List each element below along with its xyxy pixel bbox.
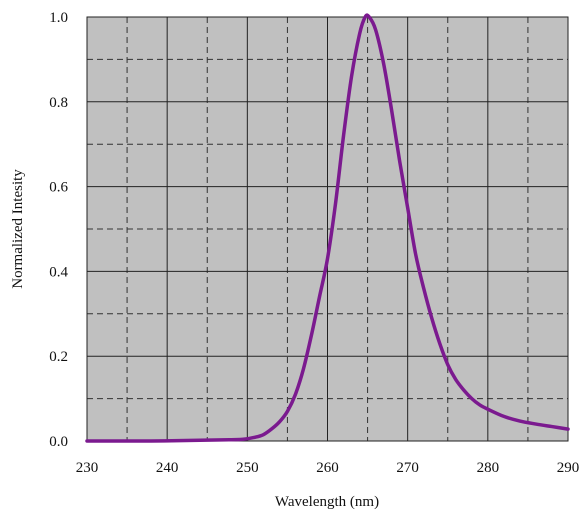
x-tick-label: 260 [316, 460, 339, 476]
x-tick-label: 290 [557, 460, 580, 476]
x-tick-label: 280 [477, 460, 500, 476]
x-tick-label: 240 [156, 460, 179, 476]
x-tick-label: 230 [76, 460, 99, 476]
y-tick-label: 0.6 [49, 180, 68, 196]
plot-border [86, 16, 569, 442]
y-tick-label: 0.4 [49, 264, 68, 280]
x-tick-label: 250 [236, 460, 259, 476]
series-line-0 [85, 13, 570, 443]
y-tick-label: 1.0 [49, 10, 68, 26]
y-tick-label: 0.8 [49, 95, 68, 111]
y-tick-label: 0.2 [49, 349, 68, 365]
y-axis-title: Normalized Intesity [10, 169, 26, 289]
x-tick-label: 270 [396, 460, 419, 476]
series-layer [85, 13, 570, 443]
x-tick-labels: 230 240 250 260 270 280 290 [76, 460, 580, 476]
x-axis-title: Wavelength (nm) [275, 494, 379, 510]
y-tick-label: 0.0 [49, 434, 68, 450]
y-tick-labels: 0.0 0.2 0.4 0.6 0.8 1.0 [49, 10, 68, 450]
